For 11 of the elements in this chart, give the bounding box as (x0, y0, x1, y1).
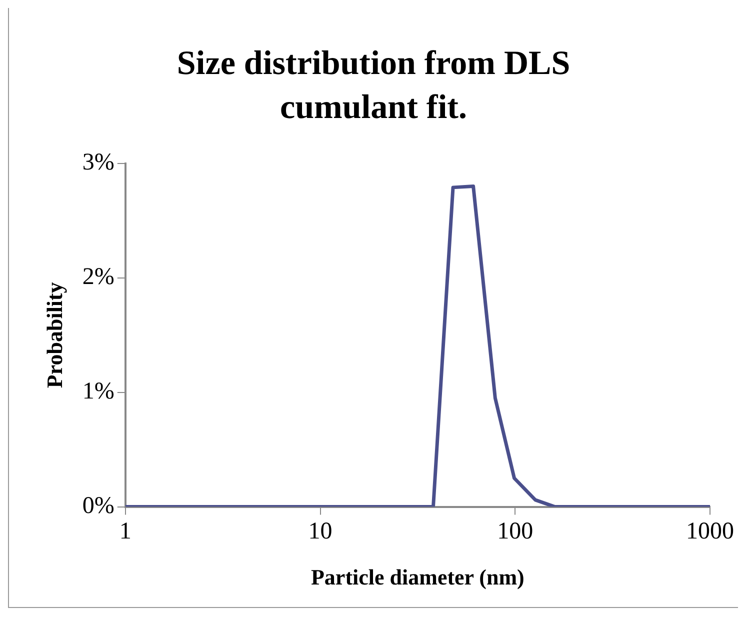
x-tick-label: 1000 (686, 518, 734, 544)
x-tick-label: 1 (119, 518, 132, 544)
x-tick-label: 10 (308, 518, 332, 544)
y-tick-label: 2% (82, 264, 114, 290)
y-tick-label: 0% (82, 493, 114, 520)
y-tick-label: 1% (82, 378, 114, 405)
y-axis-title: Probability (42, 282, 67, 388)
x-tick-label: 100 (497, 518, 534, 544)
chart-title: Size distribution from DLS cumulant fit. (176, 44, 572, 128)
x-axis-title: Particle diameter (nm) (310, 564, 524, 590)
y-tick-label: 3% (82, 150, 114, 176)
